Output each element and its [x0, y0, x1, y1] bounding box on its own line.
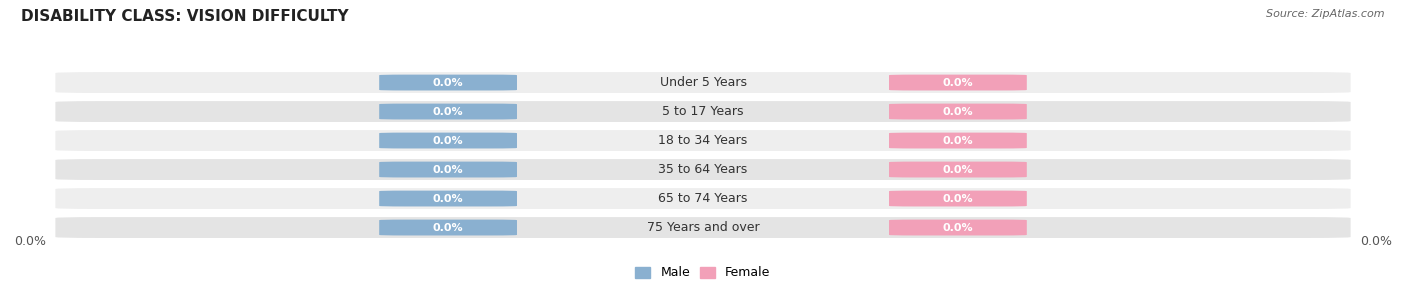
Text: 0.0%: 0.0% — [14, 235, 46, 248]
FancyBboxPatch shape — [889, 162, 1026, 178]
FancyBboxPatch shape — [889, 133, 1026, 148]
Text: Under 5 Years: Under 5 Years — [659, 76, 747, 89]
Text: 0.0%: 0.0% — [942, 106, 973, 116]
Text: 75 Years and over: 75 Years and over — [647, 221, 759, 234]
FancyBboxPatch shape — [55, 130, 1351, 151]
Text: 0.0%: 0.0% — [433, 223, 464, 233]
FancyBboxPatch shape — [380, 162, 517, 178]
FancyBboxPatch shape — [55, 217, 1351, 238]
FancyBboxPatch shape — [380, 219, 517, 236]
FancyBboxPatch shape — [889, 219, 1026, 236]
Text: 0.0%: 0.0% — [433, 164, 464, 174]
FancyBboxPatch shape — [380, 133, 517, 148]
Text: 0.0%: 0.0% — [942, 223, 973, 233]
Legend: Male, Female: Male, Female — [630, 261, 776, 285]
Text: 0.0%: 0.0% — [1360, 235, 1392, 248]
Text: 5 to 17 Years: 5 to 17 Years — [662, 105, 744, 118]
Text: 0.0%: 0.0% — [433, 106, 464, 116]
Text: 0.0%: 0.0% — [433, 136, 464, 146]
Text: 0.0%: 0.0% — [942, 136, 973, 146]
Text: 0.0%: 0.0% — [942, 78, 973, 88]
FancyBboxPatch shape — [55, 188, 1351, 209]
FancyBboxPatch shape — [889, 74, 1026, 91]
FancyBboxPatch shape — [380, 74, 517, 91]
Text: Source: ZipAtlas.com: Source: ZipAtlas.com — [1267, 9, 1385, 19]
Text: 0.0%: 0.0% — [433, 194, 464, 204]
FancyBboxPatch shape — [55, 159, 1351, 180]
Text: 0.0%: 0.0% — [433, 78, 464, 88]
FancyBboxPatch shape — [380, 104, 517, 119]
FancyBboxPatch shape — [55, 72, 1351, 93]
FancyBboxPatch shape — [889, 191, 1026, 206]
Text: 35 to 64 Years: 35 to 64 Years — [658, 163, 748, 176]
Text: DISABILITY CLASS: VISION DIFFICULTY: DISABILITY CLASS: VISION DIFFICULTY — [21, 9, 349, 24]
FancyBboxPatch shape — [55, 101, 1351, 122]
Text: 18 to 34 Years: 18 to 34 Years — [658, 134, 748, 147]
Text: 65 to 74 Years: 65 to 74 Years — [658, 192, 748, 205]
Text: 0.0%: 0.0% — [942, 194, 973, 204]
FancyBboxPatch shape — [889, 104, 1026, 119]
Text: 0.0%: 0.0% — [942, 164, 973, 174]
FancyBboxPatch shape — [380, 191, 517, 206]
